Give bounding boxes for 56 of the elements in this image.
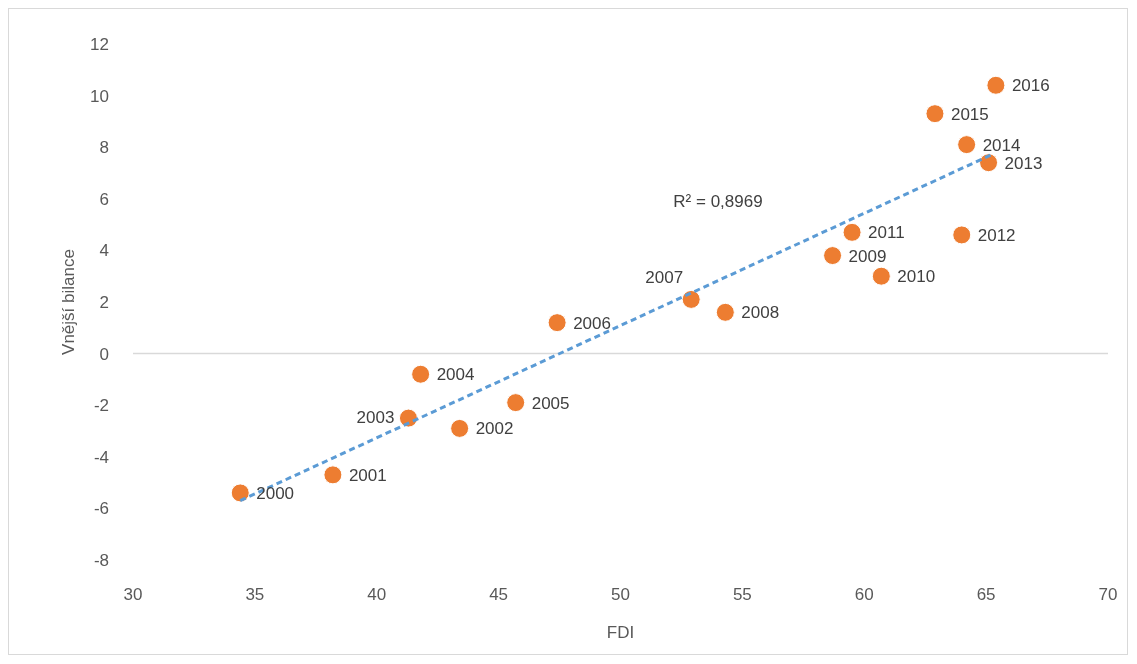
point [957,135,977,155]
point [925,104,945,124]
annotation: 2013 [1004,153,1043,173]
annotation: 2015 [950,104,989,124]
x-tick-label: 50 [611,585,630,604]
point [823,246,843,266]
point [323,465,343,485]
annotation: 2011 [868,223,905,243]
annotation: 2000 [256,483,295,503]
annotation: 2003 [356,408,395,428]
y-tick-label: 4 [99,241,109,261]
x-tick-label: 65 [976,585,996,604]
annotation: 2006 [573,313,611,333]
x-tick-label: 30 [123,585,143,604]
annotation: 2001 [348,465,387,485]
y-tick-label: 10 [90,86,109,106]
annotation: 2005 [531,393,570,413]
y-tick-label: -2 [93,396,109,416]
y-tick-label: 0 [99,344,109,364]
x-tick-label: 35 [245,585,265,604]
y-tick-label: -6 [93,499,109,519]
annotation: 2007 [645,268,684,288]
point [230,483,250,503]
point [952,225,972,245]
point [450,418,470,438]
x-tick-label: 55 [732,585,752,604]
point [547,313,567,333]
x-tick-label: 60 [854,585,874,604]
y-axis-title: Vnější bilance [59,249,78,355]
annotation: 2008 [741,303,780,323]
y-tick-label: 8 [99,138,109,158]
x-tick-label: 40 [367,585,387,604]
annotation: 2012 [977,225,1016,245]
point [681,289,701,309]
x-axis-title: FDI [606,623,635,642]
annotation: 2004 [436,365,475,385]
y-tick-label: -4 [93,447,109,467]
annotation: R² = 0,8969 [673,191,763,211]
y-tick-label: -8 [93,550,109,570]
point [506,393,526,413]
y-tick-label: 2 [99,292,109,312]
point [842,222,862,242]
point [411,364,431,384]
point [871,266,891,286]
x-tick-label: 70 [1098,585,1118,604]
annotation: 2002 [475,419,514,439]
point [715,302,735,322]
x-tick-label: 45 [489,585,509,604]
y-tick-label: 12 [90,34,109,54]
annotation: 2014 [982,135,1021,155]
annotation: 2009 [848,246,887,266]
point [986,75,1006,95]
y-tick-label: 6 [99,189,109,209]
point [979,153,999,173]
annotation: 2010 [897,267,936,287]
annotation: 2016 [1011,76,1050,96]
